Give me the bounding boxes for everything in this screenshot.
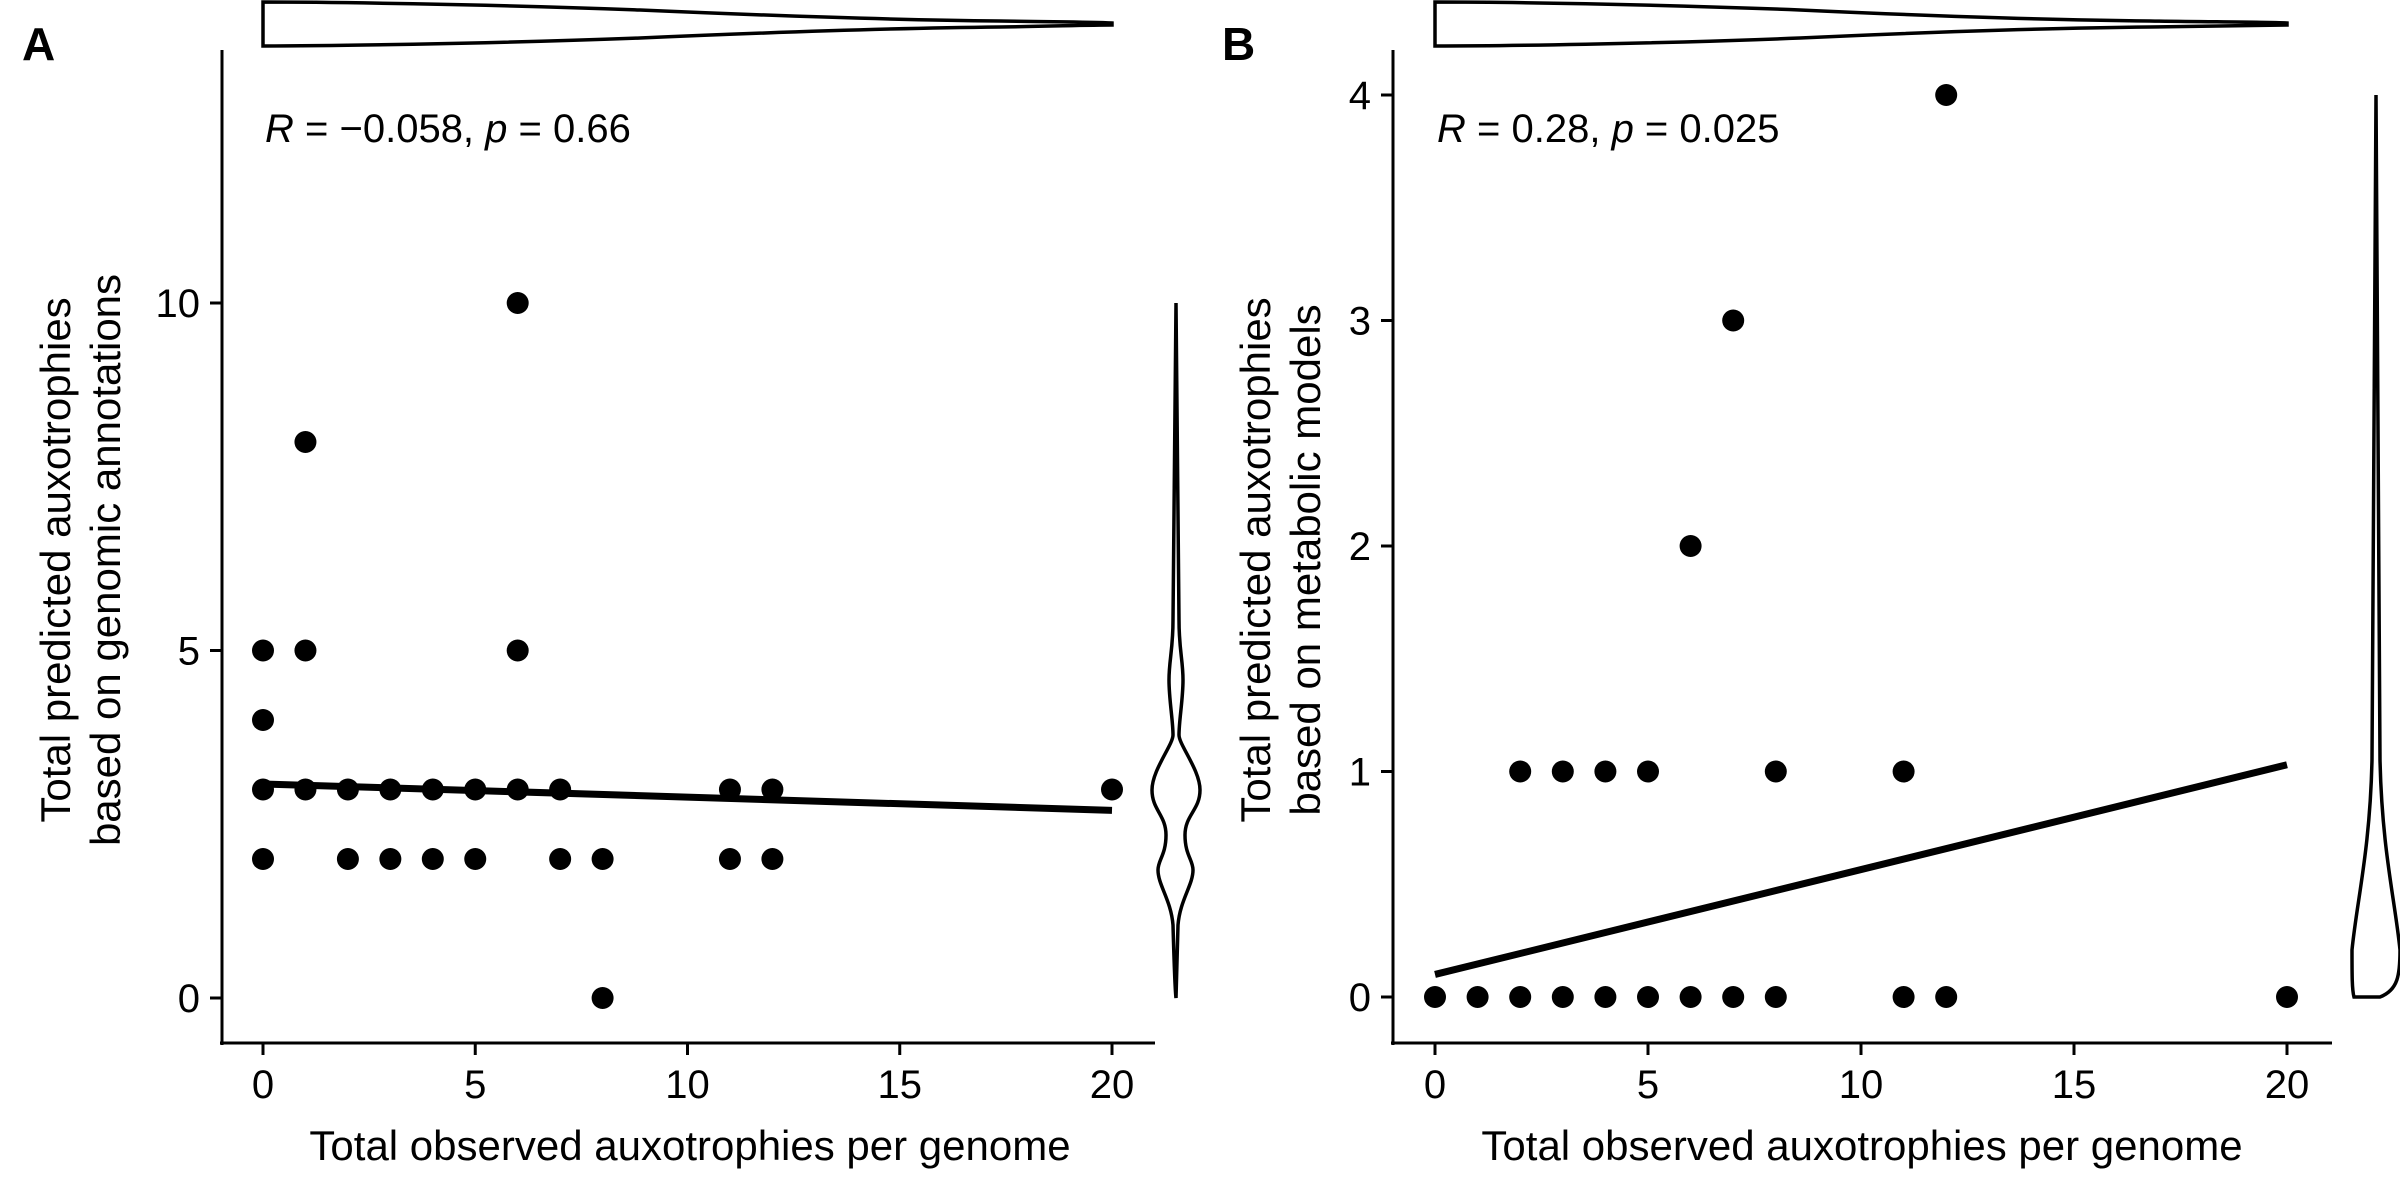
panel-a-x-tick-label: 20 [1090, 1063, 1135, 1107]
panel-b-y-tick-label: 3 [1349, 300, 1371, 344]
panel-a-y-tick-label: 5 [178, 630, 200, 674]
panel-b-x-tick-label: 20 [2265, 1063, 2310, 1107]
panel-b-point [1594, 760, 1617, 783]
panel-b-point [1679, 986, 1702, 1008]
panel-b-point [1722, 986, 1745, 1008]
panel-b-y-tick-label: 2 [1349, 525, 1371, 569]
panel-b-y-tick-label: 4 [1349, 74, 1371, 118]
panel-a-point [294, 778, 317, 801]
panel-a-point [336, 778, 359, 801]
panel-a-point [464, 778, 487, 801]
panel-b-point [1424, 986, 1446, 1008]
panel-b-points [1424, 84, 2298, 1008]
panel-a-x-tick-label: 5 [464, 1063, 486, 1107]
panel-b-point [1764, 760, 1787, 783]
panel-b-x-tick-label: 5 [1637, 1063, 1659, 1107]
panel-a-point [591, 848, 614, 870]
panel-b-point [1679, 535, 1702, 557]
panel-a-ticks: 0 5 10 15 20 0 5 10 [156, 282, 1135, 1107]
panel-b-y-tick-label: 0 [1349, 976, 1371, 1020]
panel-a-point [252, 639, 274, 662]
panel-b-y-title-line2: based on metabolic models [1282, 304, 1329, 815]
panel-a-point [294, 431, 317, 453]
panel-b-x-tick-label: 15 [2052, 1063, 2097, 1107]
panel-a-point [464, 848, 487, 870]
panel-a-y-tick-label: 10 [156, 282, 201, 326]
panel-a-point [761, 778, 784, 801]
panel-a-x-tick-label: 10 [665, 1063, 710, 1107]
panel-a-point [252, 848, 274, 870]
panel-a-point [549, 778, 572, 801]
panel-a-stat: R = −0.058, p = 0.66 [265, 107, 631, 151]
panel-b-stat-r: R [1437, 107, 1466, 151]
panel-a: A 0 5 10 15 20 0 5 10 R = −0.058, p = 0.66 Tota… [22, 0, 1202, 1169]
panel-b-point [1551, 760, 1574, 783]
panel-a-x-violin [261, 0, 1114, 48]
panel-a-y-title-line2: based on genomic annotations [82, 274, 129, 846]
panel-b-point [1509, 760, 1532, 783]
panel-b-point [1594, 986, 1617, 1008]
panel-b-stat: R = 0.28, p = 0.025 [1437, 107, 1780, 151]
panel-b-y-title-line1: Total predicted auxotrophies [1232, 297, 1279, 822]
panel-b-ticks: 0 5 10 15 20 0 1 2 3 4 [1349, 74, 2310, 1107]
panel-b-stat-r-value: = 0.28, [1466, 107, 1612, 151]
panel-a-stat-r: R [265, 107, 294, 151]
panel-b-point [1892, 986, 1915, 1008]
panel-b-letter: B [1222, 18, 1255, 70]
panel-a-x-tick-label: 15 [878, 1063, 923, 1107]
panel-a-point [718, 778, 741, 801]
panel-a-point [591, 987, 614, 1009]
panel-b-y-tick-label: 1 [1349, 751, 1371, 795]
panel-a-point [294, 639, 317, 662]
panel-a-stat-r-value: = −0.058, [294, 107, 485, 151]
panel-a-point [718, 848, 741, 870]
panel-b-point [1637, 986, 1659, 1008]
panel-a-y-violin [1150, 302, 1202, 999]
panel-a-x-title: Total observed auxotrophies per genome [309, 1122, 1070, 1169]
panel-a-point [421, 778, 444, 801]
panel-a-point [252, 778, 274, 801]
panel-b-fit-line [1434, 761, 2288, 978]
panel-b-stat-p-value: = 0.025 [1634, 107, 1780, 151]
panel-b-point [1509, 986, 1532, 1008]
panel-a-points [252, 292, 1123, 1009]
panel-a-y-title: Total predicted auxotrophies based on ge… [32, 274, 129, 846]
panel-a-point [549, 848, 572, 870]
panel-b-point [1935, 986, 1958, 1008]
panel-a-point [421, 848, 444, 870]
panel-a-fit-line [262, 780, 1113, 814]
panel-a-point [379, 848, 402, 870]
panel-a-y-tick-label: 0 [178, 977, 200, 1021]
panel-b-x-tick-label: 10 [1839, 1063, 1884, 1107]
panel-a-point [506, 778, 529, 801]
panel-a-letter: A [22, 18, 55, 70]
panel-b-stat-p: p [1611, 107, 1634, 151]
panel-b-point [1935, 84, 1958, 106]
panel-b-point [1764, 986, 1787, 1008]
panel-b-x-title: Total observed auxotrophies per genome [1481, 1122, 2242, 1169]
panel-a-point [252, 709, 274, 731]
panel-a-point [379, 778, 402, 801]
panel-b-point [1892, 760, 1915, 783]
panel-b-point [1722, 309, 1745, 332]
panel-a-x-tick-label: 0 [252, 1063, 274, 1107]
panel-b-point [1466, 986, 1489, 1008]
panel-a-point [506, 639, 529, 662]
panel-b-x-tick-label: 0 [1424, 1063, 1446, 1107]
panel-a-stat-p-value: = 0.66 [507, 107, 630, 151]
panel-b-point [1637, 760, 1659, 783]
panel-b: B 0 5 10 15 20 0 1 2 3 4 R = 0.28, p = 0.025 Tota… [1222, 0, 2400, 1169]
panel-b-x-violin [1433, 0, 2289, 48]
panel-a-point [506, 292, 529, 314]
panel-a-stat-p: p [484, 107, 507, 151]
panel-a-point [336, 848, 359, 870]
panel-b-point [1551, 986, 1574, 1008]
panel-a-y-title-line1: Total predicted auxotrophies [32, 297, 79, 822]
panel-b-y-title: Total predicted auxotrophies based on me… [1232, 297, 1329, 822]
panel-b-point [2276, 986, 2298, 1008]
panel-b-y-violin [2350, 94, 2400, 999]
panel-a-point [1101, 778, 1123, 801]
panel-a-point [761, 848, 784, 870]
